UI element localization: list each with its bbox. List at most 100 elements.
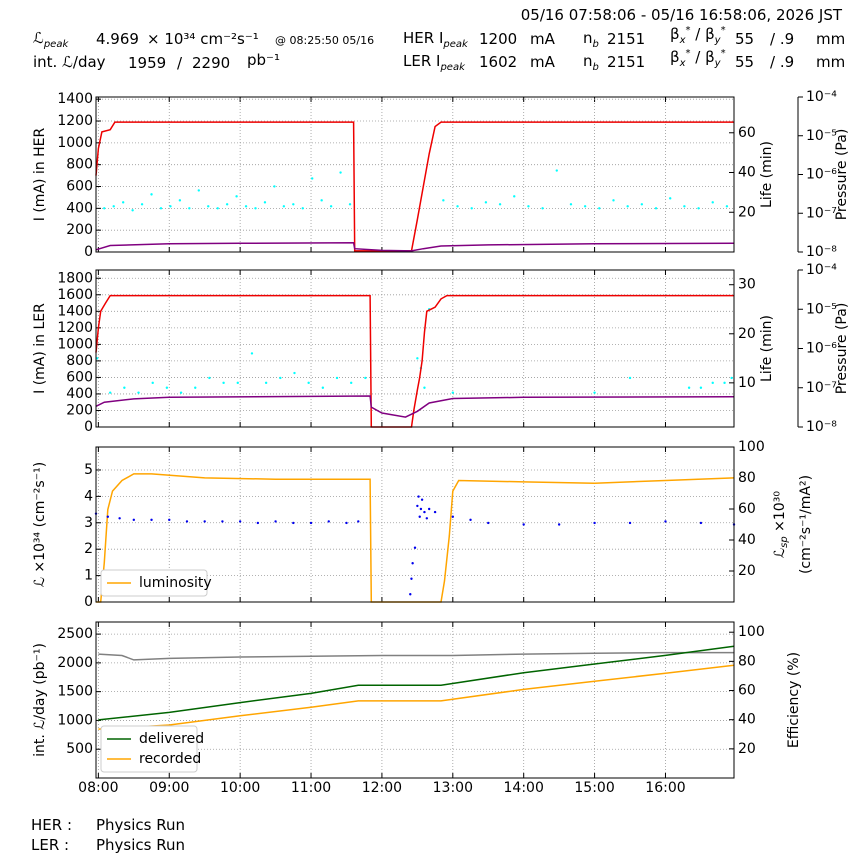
- footer-mode: Physics Run: [96, 816, 186, 834]
- symbol: β: [670, 48, 680, 66]
- y2-tick-label: 10: [738, 375, 756, 391]
- y-tick-label: 600: [66, 179, 93, 195]
- point: [451, 391, 455, 394]
- point: [279, 376, 282, 380]
- symbol: / β: [690, 48, 715, 66]
- y-tick-label: 3: [84, 515, 93, 531]
- line: [95, 294, 734, 428]
- y-tick-label: 0: [84, 244, 93, 260]
- y3-tick-label: 10⁻⁸: [806, 244, 837, 260]
- point: [411, 562, 414, 565]
- y-tick-label: 800: [66, 157, 93, 173]
- point: [484, 201, 488, 204]
- sub: y: [714, 35, 721, 46]
- point: [132, 518, 136, 522]
- point: [327, 520, 330, 523]
- point: [121, 201, 125, 204]
- nb-label: nb: [583, 29, 599, 50]
- y-tick-label: 800: [66, 353, 93, 369]
- point: [254, 207, 257, 210]
- int-lumi-sep: /: [177, 54, 183, 72]
- sub: x: [679, 58, 686, 69]
- legend-label: luminosity: [139, 575, 212, 591]
- point: [273, 185, 276, 188]
- symbol: ℒ: [33, 29, 44, 47]
- point: [593, 521, 596, 525]
- y-tick-label: 4: [84, 488, 93, 504]
- point: [423, 386, 426, 389]
- point: [131, 209, 134, 212]
- y3-tick-label: 10⁻⁴: [806, 89, 837, 105]
- point: [442, 199, 445, 202]
- y3-tick-label: 10⁻⁷: [806, 205, 837, 221]
- beta-x: 55: [735, 30, 755, 48]
- int-lumi-delivered: 2290: [192, 54, 231, 72]
- point: [683, 205, 686, 208]
- y-tick-label: 1200: [57, 320, 93, 336]
- sub: y: [714, 58, 721, 69]
- point: [320, 199, 323, 202]
- x-tick-label: 11:00: [291, 780, 331, 796]
- point: [410, 577, 413, 580]
- y-tick-label: 0: [84, 594, 93, 610]
- point: [301, 207, 304, 210]
- point: [151, 381, 154, 385]
- line: [98, 664, 735, 730]
- current-unit: mA: [530, 53, 555, 71]
- beta-unit: mm: [816, 53, 846, 71]
- y-tick-label: 1: [84, 568, 93, 584]
- point: [203, 520, 206, 523]
- sub: x: [679, 35, 686, 46]
- point: [699, 386, 703, 389]
- y2-tick-label: 20: [738, 204, 756, 220]
- point: [427, 507, 431, 511]
- lumi-peak-value: 4.969: [96, 30, 139, 48]
- y-tick-label: 2000: [57, 655, 93, 671]
- y3-label: Pressure (Pa): [834, 129, 850, 221]
- point: [470, 207, 473, 210]
- point: [103, 207, 106, 210]
- sup: *: [685, 25, 691, 36]
- point: [451, 515, 455, 518]
- point: [487, 521, 490, 525]
- point: [423, 510, 426, 514]
- point: [522, 523, 525, 526]
- point: [730, 376, 733, 380]
- point: [292, 521, 295, 525]
- legend-box: [100, 569, 208, 597]
- symbol: β: [670, 25, 680, 43]
- y-tick-label: 1600: [57, 287, 93, 303]
- y3-tick-label: 10⁻⁶: [806, 167, 837, 183]
- point: [699, 521, 703, 525]
- y-tick-label: 1000: [57, 135, 93, 151]
- y-tick-label: 1000: [57, 712, 93, 728]
- int-lumi-recorded: 1959: [128, 54, 167, 72]
- x-tick-label: 15:00: [574, 780, 614, 796]
- y2-tick-label: 80: [738, 470, 756, 486]
- point: [339, 171, 342, 174]
- beta-label: βx* / βy*: [670, 25, 726, 46]
- y2-tick-label: 60: [738, 683, 756, 699]
- y2-tick-label: 100: [738, 624, 765, 640]
- y2-tick-label: 40: [738, 532, 756, 548]
- point: [282, 205, 286, 208]
- panel: 0 200 400 600 800 1000 1200 1400 20 40 60 10⁻⁸ 10⁻⁷ 1…: [32, 89, 850, 260]
- panel: 0 1 2 3 4 5 20 40 60 80 100 ℒ ×10³⁴ (cm⁻²s⁻¹) ℒsp ×1…: [32, 439, 814, 610]
- line: [95, 395, 735, 418]
- y-tick-label: 500: [66, 741, 93, 757]
- point: [159, 207, 163, 210]
- point: [207, 205, 210, 208]
- point: [225, 203, 229, 206]
- footer-mode: Physics Run: [96, 836, 186, 854]
- point: [185, 520, 189, 523]
- point: [413, 546, 417, 549]
- point: [640, 203, 644, 206]
- point: [150, 518, 153, 522]
- y2-tick-label: 100: [738, 439, 765, 455]
- y2-tick-label: 60: [738, 125, 756, 141]
- plot-frame: [95, 96, 735, 253]
- point: [292, 203, 295, 206]
- point: [456, 205, 459, 208]
